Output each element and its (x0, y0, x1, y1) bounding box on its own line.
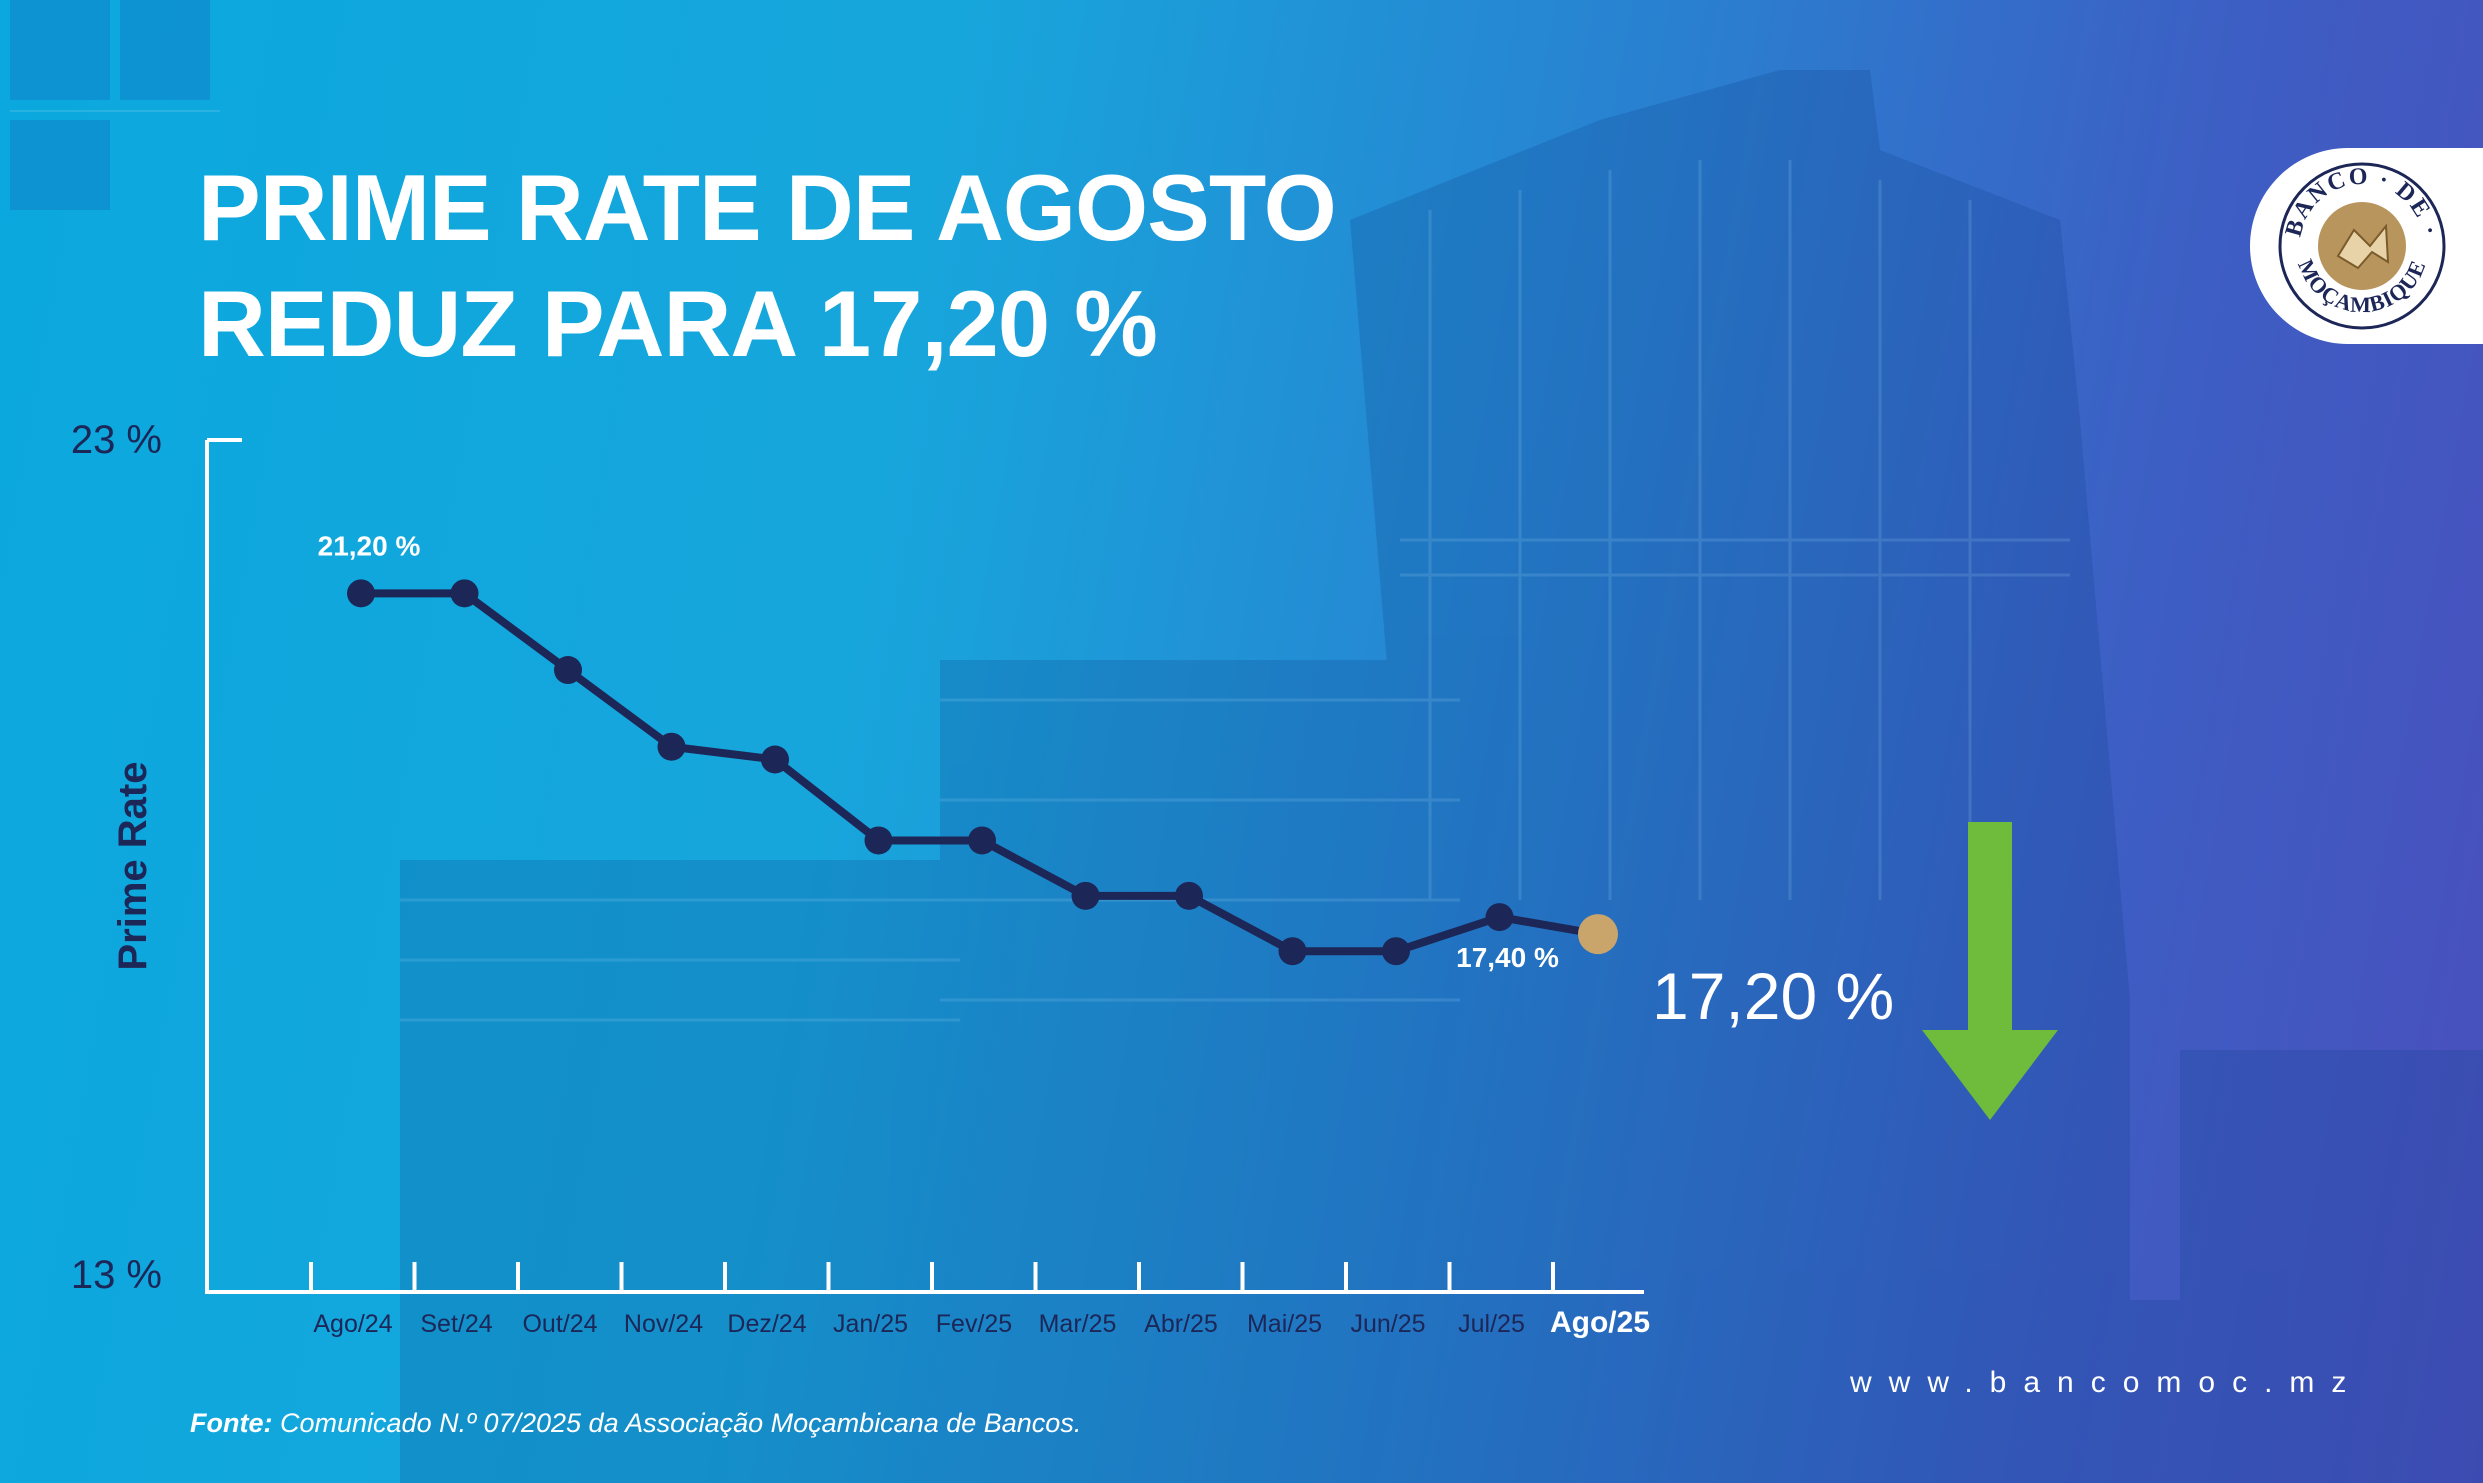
source-text: Comunicado N.º 07/2025 da Associação Moç… (280, 1408, 1082, 1438)
source-label: Fonte: (190, 1408, 273, 1438)
x-tick-label: Set/24 (420, 1310, 492, 1338)
source-note: Fonte: Comunicado N.º 07/2025 da Associa… (190, 1408, 1081, 1439)
data-point (761, 745, 789, 774)
data-point (1175, 881, 1203, 910)
x-tick-labels: Ago/24 Set/24 Out/24 Nov/24 Dez/24 Jan/25 Fev/… (313, 1306, 1650, 1339)
data-point (657, 732, 686, 761)
highlight-point (1578, 914, 1618, 955)
background-tile (10, 0, 110, 100)
x-tick-label: Jul/25 (1458, 1310, 1525, 1338)
x-tick-label: Dez/24 (727, 1310, 806, 1338)
x-tick-label: Nov/24 (624, 1310, 703, 1338)
down-arrow-icon (1922, 822, 2058, 1120)
x-tick-label: Fev/25 (936, 1310, 1012, 1338)
data-point (1485, 903, 1514, 932)
website-url[interactable]: www.bancomoc.mz (1850, 1366, 2364, 1399)
background-tile (120, 0, 210, 100)
x-tick-label: Ago/24 (313, 1310, 392, 1338)
highlight-value: 17,20 % (1652, 959, 1895, 1033)
headline: PRIME RATE DE AGOSTO REDUZ PARA 17,20 % (198, 150, 1337, 382)
x-tick-label: Jan/25 (833, 1310, 908, 1338)
x-tick-label: Abr/25 (1144, 1310, 1218, 1338)
data-point (864, 826, 893, 855)
data-point (1382, 937, 1410, 966)
data-point (347, 579, 375, 608)
data-label: 21,20 % (318, 530, 421, 561)
headline-line-1: PRIME RATE DE AGOSTO (198, 155, 1337, 260)
x-ticks (309, 1262, 1555, 1292)
bank-logo: BANCO · DE · MOÇAMBIQUE (2250, 148, 2483, 344)
data-point (968, 826, 996, 855)
y-tick-label-bottom: 13 % (71, 1253, 162, 1297)
x-tick-label: Jun/25 (1350, 1310, 1425, 1338)
data-points (347, 579, 1618, 966)
background-tile (10, 120, 110, 210)
y-tick-label-top: 23 % (71, 418, 162, 462)
data-point (1071, 881, 1100, 910)
x-tick-label: Ago/25 (1550, 1306, 1650, 1339)
data-point (450, 579, 479, 608)
headline-line-2: REDUZ PARA 17,20 % (198, 271, 1158, 376)
data-point (554, 656, 582, 685)
data-label: 17,40 % (1456, 942, 1559, 973)
x-tick-label: Mar/25 (1039, 1310, 1117, 1338)
x-tick-label: Mai/25 (1247, 1310, 1322, 1338)
chart-axes: 23 % 13 % Prime Rate (71, 418, 1644, 1297)
x-tick-label: Out/24 (522, 1310, 597, 1338)
data-labels: 21,20 % 17,40 % (318, 530, 1559, 973)
series-line (361, 589, 1599, 956)
bank-seal-icon: BANCO · DE · MOÇAMBIQUE (2278, 162, 2446, 330)
data-point (1278, 937, 1307, 966)
background-tile (10, 110, 220, 112)
y-axis-label: Prime Rate (111, 762, 155, 971)
